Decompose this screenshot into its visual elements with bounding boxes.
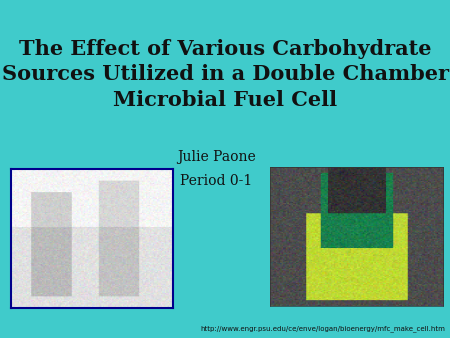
Text: Julie Paone: Julie Paone	[176, 150, 256, 164]
Text: The Effect of Various Carbohydrate
Sources Utilized in a Double Chamber
Microbia: The Effect of Various Carbohydrate Sourc…	[1, 39, 449, 110]
Text: Period 0-1: Period 0-1	[180, 174, 252, 188]
Text: http://www.engr.psu.edu/ce/enve/logan/bioenergy/mfc_make_cell.htm: http://www.engr.psu.edu/ce/enve/logan/bi…	[201, 325, 446, 332]
